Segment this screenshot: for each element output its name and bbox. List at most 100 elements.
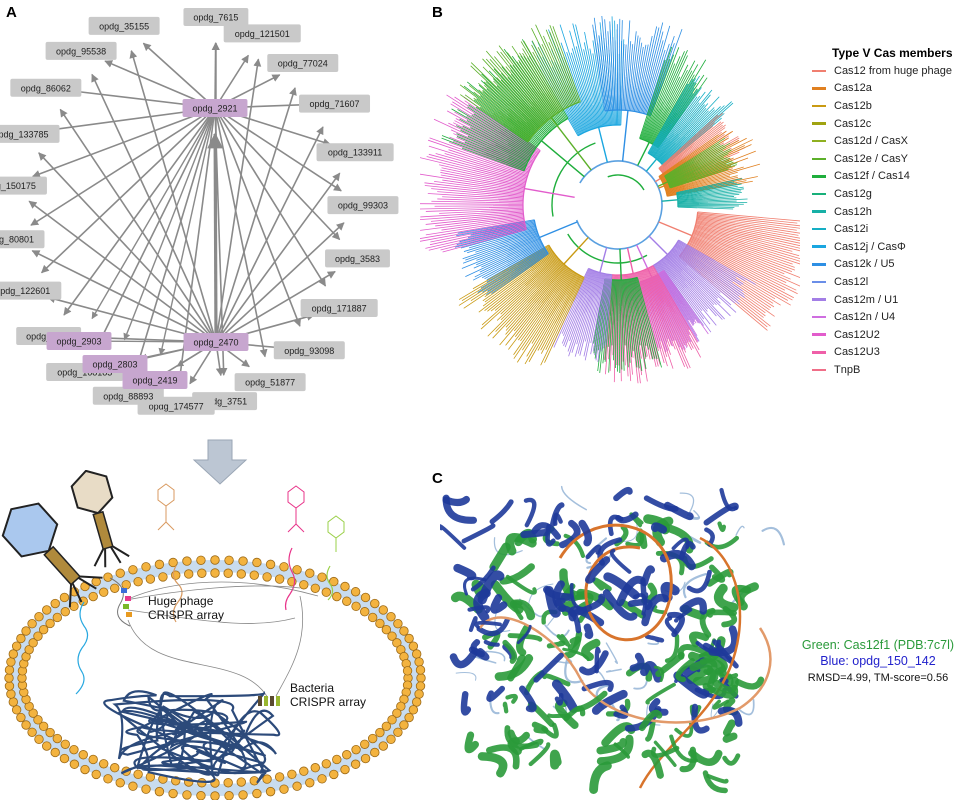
tree-branch [613,67,616,111]
protein-ribbon [516,624,532,645]
tree-branch [660,272,683,305]
tree-branch [619,279,621,312]
tree-branch [618,18,621,74]
tree-branch [569,100,586,133]
tree-branch [569,113,582,135]
tree-branch [728,235,800,257]
tree-branch [662,270,677,291]
tree-branch [495,233,539,250]
tree-branch [513,128,538,147]
tree-branch [669,180,688,188]
tree-branch [658,221,693,237]
tree-branch [695,267,740,305]
network-edge [41,107,216,274]
tree-branch [425,208,491,212]
tree-branch [660,63,676,98]
tree-branch [548,67,569,108]
legend-label: Cas12 from huge phage [834,64,953,77]
tree-branch [706,190,742,196]
tree-branch [665,75,700,130]
protein-ribbon [735,525,745,536]
tree-branch [533,219,549,255]
tree-branch [496,296,523,321]
cell-illustration: Huge phage CRISPR array Bacteria CRISPR … [1,470,426,800]
tree-branch [681,117,722,152]
legend-label: Cas12l [834,275,869,288]
tree-branch [677,196,702,200]
tree-branch [564,294,586,348]
tree-branch [677,198,703,202]
tree-branch [426,156,473,169]
tree-branch [470,62,513,103]
legend-item: Cas12k / U5 [812,256,962,274]
tree-branch [606,279,611,304]
tree-branch [632,87,638,112]
tree-branch [510,238,541,253]
tree-branch [509,252,555,287]
tree-branch [659,163,680,178]
tree-branch [559,61,577,104]
network-edge [214,107,341,241]
protein-ribbon [583,623,594,640]
tree-branch [658,54,675,97]
tree-branch [505,302,529,328]
tree-branch [529,76,557,115]
tree-branch [665,163,692,179]
tree-branch [672,298,699,342]
tree-branch [681,126,714,153]
tree-branch [677,194,698,198]
tree-branch [596,273,604,301]
tree-branch [621,306,625,371]
tree-branch [619,84,622,111]
tree-branch [504,240,542,259]
tree-branch [659,151,681,170]
tree-branch [682,109,715,142]
tree-branch [430,217,472,222]
tree-branch [685,171,738,187]
tree-branch [663,321,676,350]
tree-branch [676,184,714,193]
tree-branch [647,111,664,143]
tree-branch [662,294,688,344]
tree-branch [490,191,524,196]
tree-branch [535,254,556,271]
tree-branch [425,223,495,236]
tree-branch [667,167,702,183]
tree-branch [761,238,800,249]
tree-branch [570,276,584,304]
protein-ribbon [553,512,563,526]
tree-branch [620,279,623,307]
tree-branch [735,222,800,234]
tree-branch [658,185,665,189]
tree-branch [482,267,531,302]
tree-branch [657,322,674,369]
tree-branch [482,89,509,113]
tree-branch [497,214,524,218]
tree-branch [655,295,676,341]
tree-branch [627,321,633,375]
tree-branch [672,294,690,321]
tree-branch [637,142,650,166]
protein-ribbon [552,580,567,613]
tree-branch [680,124,726,159]
svg-text:opdg_35155: opdg_35155 [99,21,149,31]
svg-text:opdg_2419: opdg_2419 [132,376,177,386]
tree-branch [508,130,540,152]
protein-ribbon [712,676,739,694]
tree-branch [648,267,669,308]
tree-branch [681,105,725,146]
tree-branch [493,68,521,99]
tree-branch [511,101,540,129]
tree-branch [464,100,509,131]
tree-branch [483,81,517,112]
tree-branch [652,125,666,145]
tree-branch [704,279,721,294]
legend-swatch [812,175,826,178]
tree-branch [685,280,717,317]
tree-branch [473,251,512,269]
tree-branch [650,84,663,116]
tree-branch [664,74,695,126]
tree-branch [560,42,582,99]
tree-branch [489,59,531,106]
tree-branch [695,163,761,184]
